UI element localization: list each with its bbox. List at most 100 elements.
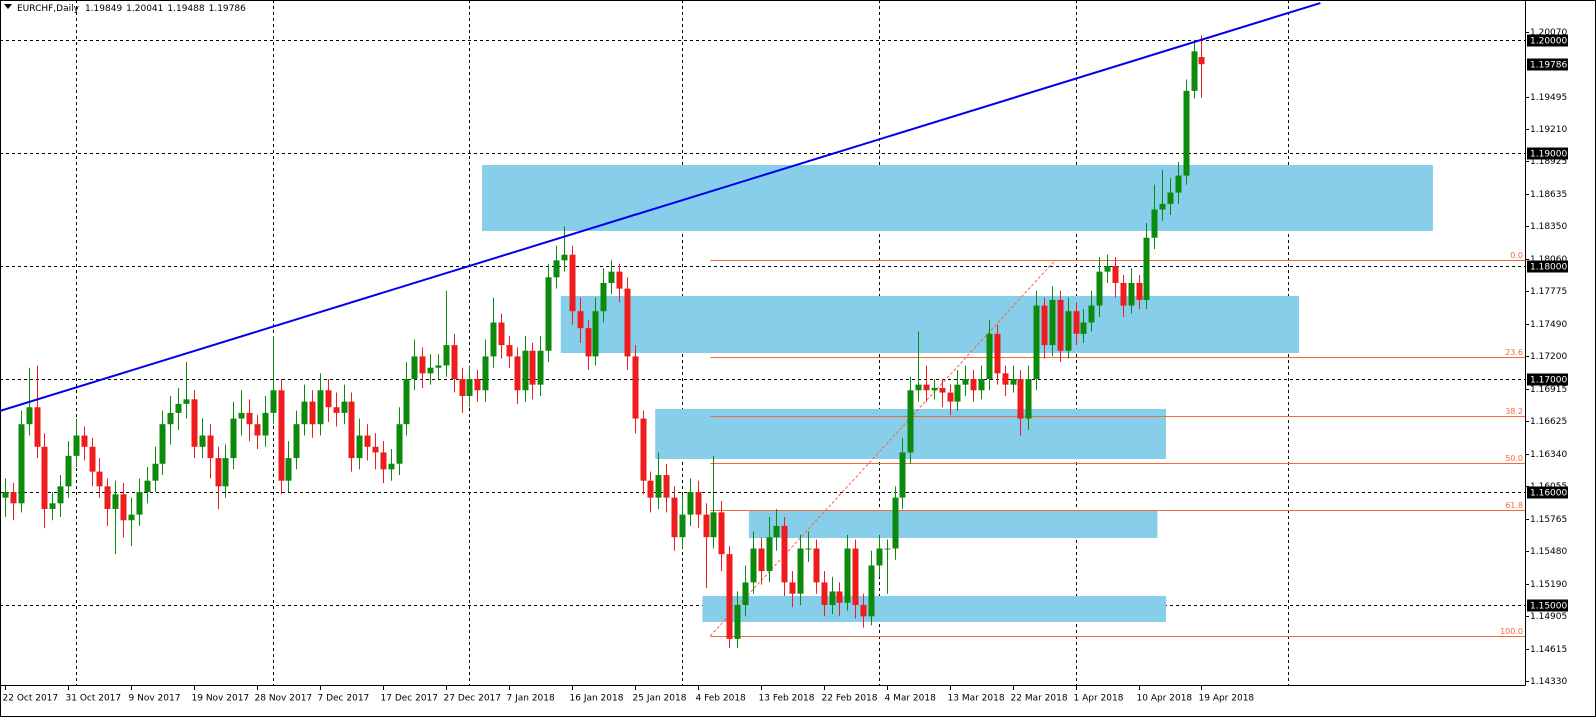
candle-body <box>1104 265 1111 272</box>
candle-body <box>1065 311 1072 351</box>
candle-body <box>624 288 631 357</box>
candle-body <box>506 345 513 357</box>
candle-body <box>718 512 725 555</box>
candle-body <box>1136 282 1143 300</box>
fibo-label: 23.6 <box>1505 348 1523 357</box>
candle-body <box>104 486 111 509</box>
candle-body <box>1159 203 1166 210</box>
candle-body <box>34 407 41 447</box>
candle-body <box>734 604 741 639</box>
x-tick-label: 17 Dec 2017 <box>381 694 439 704</box>
candle-body <box>262 412 269 436</box>
candle-body <box>341 401 348 413</box>
candle-body <box>1143 237 1150 300</box>
candle-body <box>750 548 757 583</box>
price-label: 1.15000 <box>1530 602 1567 612</box>
candle-body <box>687 491 694 515</box>
candle-body <box>600 282 607 312</box>
candle-body <box>805 548 812 550</box>
candle-body <box>152 463 159 481</box>
candle-body <box>1025 378 1032 419</box>
candle-body <box>797 548 804 594</box>
candle-body <box>868 565 875 617</box>
price-label-box <box>1527 260 1568 273</box>
candle-body <box>852 548 859 605</box>
candle-body <box>1112 265 1119 283</box>
bid-label-box <box>1527 58 1568 71</box>
x-tick-label: 13 Mar 2018 <box>948 694 1005 704</box>
candle-body <box>671 497 678 538</box>
candle-body <box>860 604 867 617</box>
candle-body <box>632 356 639 419</box>
y-tick-label: 1.17775 <box>1530 287 1567 297</box>
candle-body <box>585 328 592 357</box>
price-label: 1.17000 <box>1530 376 1567 386</box>
candle-body <box>640 418 647 481</box>
candle-body <box>65 455 72 487</box>
candle-body <box>175 403 182 413</box>
candle-body <box>1183 90 1190 176</box>
candle-body <box>1198 57 1205 65</box>
price-label: 1.19000 <box>1530 150 1567 160</box>
price-label-box <box>1527 34 1568 47</box>
candle-body <box>970 378 977 391</box>
price-label-box <box>1527 373 1568 386</box>
candle-body <box>482 356 489 391</box>
menu-icon[interactable] <box>4 4 12 9</box>
candle-body <box>647 480 654 498</box>
x-tick-label: 22 Oct 2017 <box>3 694 59 704</box>
y-tick-label: 1.20070 <box>1530 28 1567 38</box>
x-tick-label: 10 Apr 2018 <box>1137 694 1193 704</box>
y-tick-label: 1.17200 <box>1530 352 1567 362</box>
candle-body <box>18 424 25 504</box>
y-tick-label: 1.16915 <box>1530 385 1567 395</box>
fibo-label: 38.2 <box>1505 407 1523 416</box>
candle-body <box>994 333 1001 374</box>
bid-label: 1.19786 <box>1530 61 1567 71</box>
low: 1.19488 <box>167 4 204 14</box>
candle-body <box>474 378 481 391</box>
candle-body <box>427 367 434 374</box>
x-tick-label: 19 Nov 2017 <box>192 694 250 704</box>
candle-body <box>254 424 261 436</box>
candle-body <box>907 390 914 453</box>
close: 1.19786 <box>209 4 246 14</box>
candle-body <box>26 407 33 425</box>
candle-body <box>317 390 324 425</box>
candle-body <box>821 582 828 605</box>
price-label: 1.20000 <box>1530 37 1567 47</box>
symbol: EURCHF,Daily <box>17 4 80 14</box>
candle-body <box>529 350 536 385</box>
candle-body <box>396 424 403 464</box>
candle-body <box>1017 378 1024 419</box>
y-tick-label: 1.18350 <box>1530 222 1567 232</box>
candle-body <box>844 548 851 603</box>
y-tick-label: 1.17490 <box>1530 320 1567 330</box>
candle-body <box>144 480 151 492</box>
zone <box>482 164 1433 231</box>
candle-body <box>1002 373 1009 385</box>
candle-body <box>616 271 623 289</box>
header: EURCHF,Daily 1.19849 1.20041 1.19488 1.19786 <box>17 4 246 14</box>
candle-body <box>2 491 9 498</box>
open: 1.19849 <box>85 4 122 14</box>
candle-body <box>325 390 332 408</box>
candle-body <box>222 458 229 487</box>
candle-body <box>278 390 285 481</box>
x-tick-label: 22 Mar 2018 <box>1011 694 1068 704</box>
candle-body <box>781 525 788 583</box>
y-tick-label: 1.15765 <box>1530 515 1567 525</box>
y-tick-label: 1.16340 <box>1530 450 1567 460</box>
candle-body <box>1128 282 1135 306</box>
candle-body <box>348 401 355 459</box>
candle-body <box>1167 192 1174 204</box>
candle-body <box>954 384 961 402</box>
candle-body <box>136 491 143 515</box>
zone <box>560 295 1300 354</box>
x-tick-label: 7 Dec 2017 <box>318 694 370 704</box>
candle-body <box>466 378 473 396</box>
x-tick-label: 4 Mar 2018 <box>885 694 937 704</box>
candle-body <box>773 525 780 538</box>
price-label-box <box>1527 599 1568 612</box>
candle-body <box>1073 311 1080 334</box>
